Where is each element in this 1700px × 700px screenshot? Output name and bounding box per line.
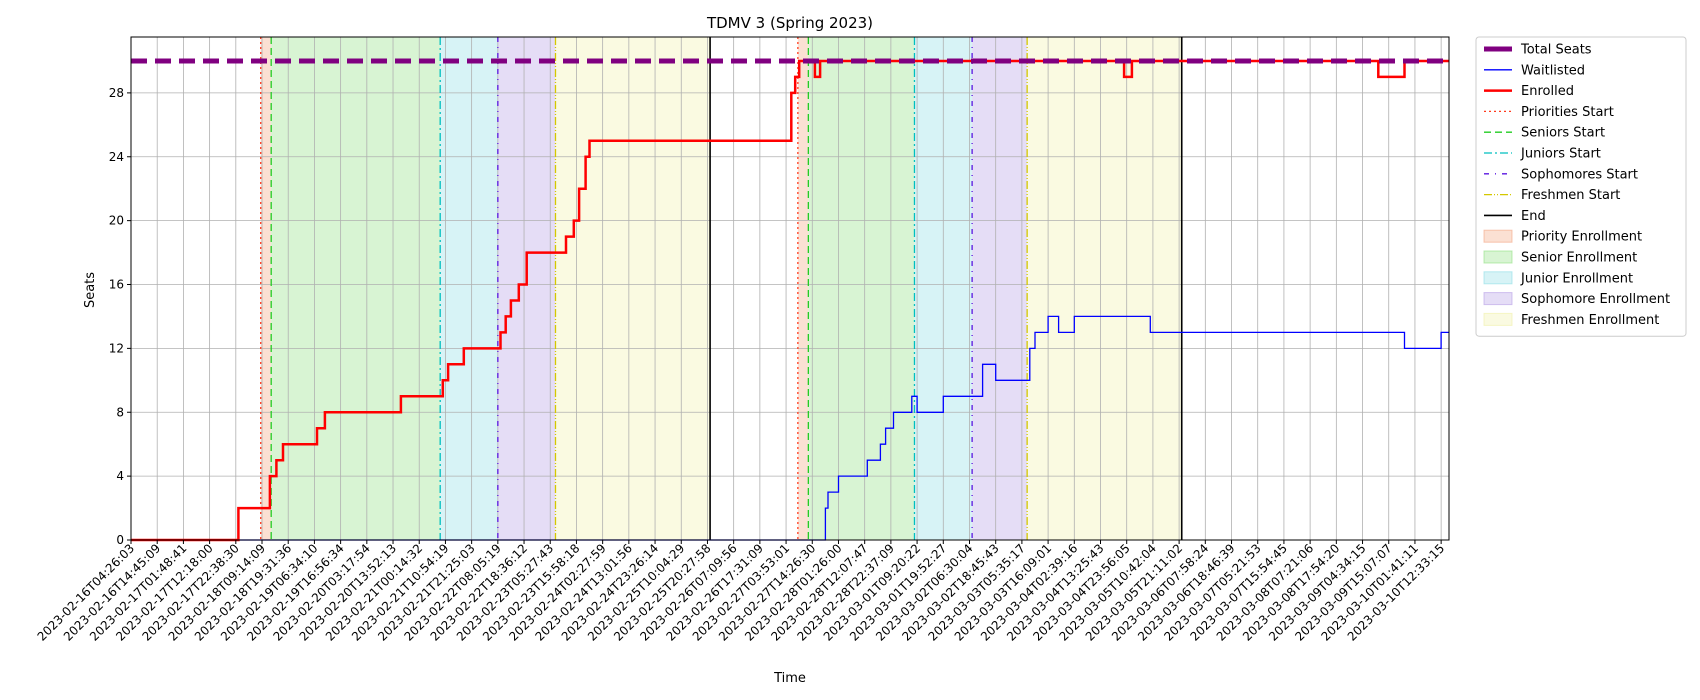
legend-label-total-seats: Total Seats: [1520, 43, 1592, 58]
legend: Total Seats Waitlisted Enrolled Priorities …: [1475, 36, 1687, 337]
legend-label-waitlisted: Waitlisted: [1521, 63, 1585, 78]
y-axis-label: Seats: [83, 272, 98, 308]
y-tick-label: 0: [116, 533, 124, 547]
region-priority-enrollment-0: [260, 37, 272, 540]
series-line-enrolled: [131, 59, 1449, 542]
series-line-waitlisted: [131, 315, 1449, 541]
region-senior-enrollment-1: [271, 37, 441, 540]
legend-swatch-sophomore-enrollment: [1483, 292, 1513, 306]
plot-background: [131, 37, 1449, 540]
x-axis-label: Time: [773, 671, 806, 686]
y-tick-label: 24: [109, 150, 124, 164]
legend-label-juniors-start: Juniors Start: [1520, 147, 1601, 162]
legend-label-priorities-start: Priorities Start: [1521, 105, 1614, 120]
region-freshmen-enrollment-9: [1027, 37, 1182, 540]
legend-label-senior-enrollment: Senior Enrollment: [1521, 251, 1637, 266]
y-tick-label: 4: [116, 469, 124, 483]
y-tick-label: 12: [109, 341, 124, 355]
legend-swatch-freshmen-enrollment: [1483, 312, 1513, 326]
legend-label-freshmen-enrollment: Freshmen Enrollment: [1521, 313, 1659, 328]
region-junior-enrollment-2: [440, 37, 498, 540]
axes-frame: [130, 36, 1450, 541]
legend-label-sophomores-start: Sophomores Start: [1521, 167, 1638, 182]
y-tick-label: 28: [109, 86, 124, 100]
legend-swatch-junior-enrollment: [1483, 271, 1513, 285]
region-priority-enrollment-5: [797, 37, 809, 540]
legend-box: [1475, 36, 1687, 337]
plot-area: 04812162024282023-02-16T04:26:032023-02-…: [35, 36, 1450, 644]
region-sophomore-enrollment-3: [497, 37, 556, 540]
legend-label-priority-enrollment: Priority Enrollment: [1521, 230, 1642, 245]
legend-swatch-senior-enrollment: [1483, 250, 1513, 264]
legend-swatch-priority-enrollment: [1483, 229, 1513, 243]
region-sophomore-enrollment-8: [972, 37, 1028, 540]
y-tick-label: 20: [109, 214, 124, 228]
legend-label-end: End: [1521, 209, 1546, 224]
legend-label-freshmen-start: Freshmen Start: [1521, 188, 1620, 203]
legend-label-enrolled: Enrolled: [1521, 84, 1574, 99]
chart-title: TDMV 3 (Spring 2023): [706, 14, 873, 32]
legend-label-seniors-start: Seniors Start: [1521, 126, 1605, 141]
legend-label-junior-enrollment: Junior Enrollment: [1520, 271, 1633, 286]
y-tick-label: 16: [109, 278, 124, 292]
y-tick-label: 8: [116, 405, 124, 419]
legend-label-sophomore-enrollment: Sophomore Enrollment: [1521, 292, 1670, 307]
region-freshmen-enrollment-4: [555, 37, 711, 540]
region-senior-enrollment-6: [808, 37, 915, 540]
